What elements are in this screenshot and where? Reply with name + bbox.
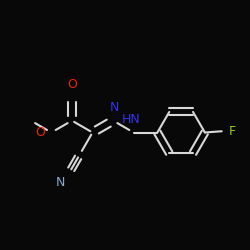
Text: HN: HN bbox=[122, 112, 141, 126]
Text: O: O bbox=[35, 126, 45, 139]
Text: F: F bbox=[229, 125, 236, 138]
Text: N: N bbox=[110, 100, 119, 114]
Text: O: O bbox=[67, 78, 77, 90]
Text: N: N bbox=[56, 176, 65, 189]
